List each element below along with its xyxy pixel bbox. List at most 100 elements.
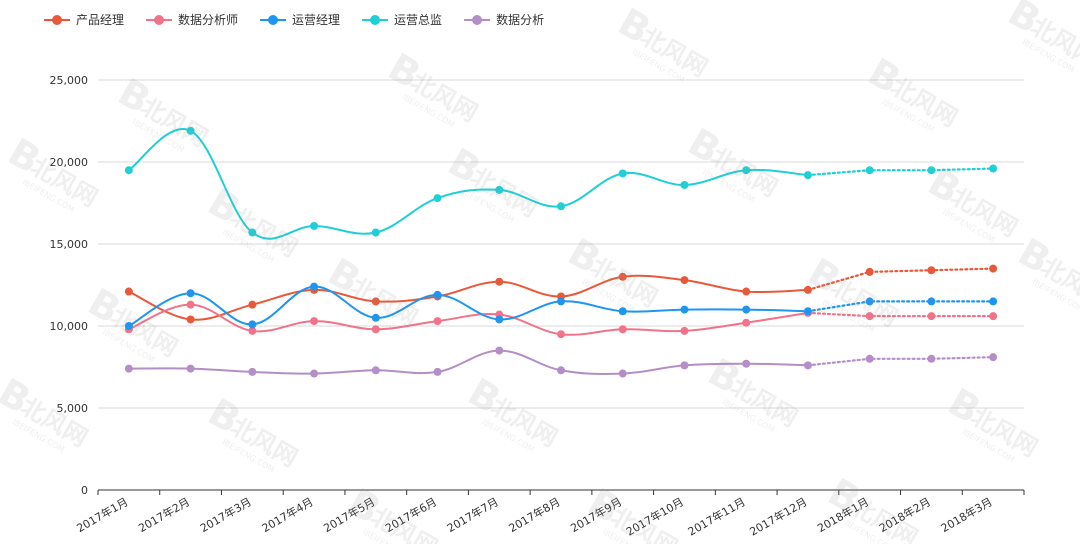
data-point[interactable] [803, 285, 812, 294]
legend-label: 运营经理 [292, 13, 340, 27]
data-point[interactable] [186, 315, 195, 324]
series-forecast-line [806, 167, 995, 177]
data-point[interactable] [989, 312, 998, 321]
data-point[interactable] [310, 369, 319, 378]
series-forecast-line [806, 267, 995, 292]
data-point[interactable] [927, 312, 936, 321]
data-point[interactable] [433, 367, 442, 376]
legend-item-4[interactable]: 数据分析 [464, 12, 544, 27]
data-point[interactable] [680, 305, 689, 314]
data-point[interactable] [495, 346, 504, 355]
series-forecast-line [806, 311, 995, 318]
data-point[interactable] [371, 366, 380, 375]
data-point[interactable] [865, 297, 874, 306]
data-point[interactable] [186, 364, 195, 373]
data-point[interactable] [865, 166, 874, 175]
data-point[interactable] [803, 361, 812, 370]
data-point[interactable] [557, 297, 565, 306]
data-point[interactable] [186, 126, 195, 135]
legend-label: 产品经理 [76, 13, 124, 27]
data-point[interactable] [865, 354, 874, 363]
data-point[interactable] [618, 272, 627, 281]
data-point[interactable] [927, 166, 936, 175]
series-forecast-line [806, 300, 995, 313]
x-tick-label: 2017年12月 [747, 494, 809, 538]
data-point[interactable] [310, 317, 319, 326]
data-point[interactable] [803, 171, 812, 180]
data-point[interactable] [742, 287, 751, 296]
data-point[interactable] [557, 330, 565, 339]
data-point[interactable] [186, 300, 195, 309]
data-point[interactable] [803, 307, 812, 316]
data-point[interactable] [680, 326, 689, 335]
data-point[interactable] [927, 297, 936, 306]
data-point[interactable] [989, 264, 998, 273]
data-point[interactable] [310, 282, 319, 291]
data-point[interactable] [124, 287, 133, 296]
legend-item-2[interactable]: 运营经理 [260, 13, 340, 27]
data-point[interactable] [927, 354, 936, 363]
data-point[interactable] [371, 325, 380, 334]
data-point[interactable] [680, 180, 689, 189]
data-point[interactable] [124, 166, 133, 175]
data-point[interactable] [742, 305, 751, 314]
data-point[interactable] [248, 326, 257, 335]
data-point[interactable] [989, 353, 998, 362]
data-point[interactable] [371, 313, 380, 322]
data-point[interactable] [433, 194, 442, 203]
data-point[interactable] [557, 366, 565, 375]
data-point[interactable] [124, 322, 133, 330]
legend-item-3[interactable]: 运营总监 [362, 13, 442, 27]
data-point[interactable] [618, 369, 627, 378]
data-point[interactable] [989, 297, 998, 306]
data-point[interactable] [865, 267, 874, 276]
x-tick-label: 2017年1月 [74, 494, 130, 535]
legend-label: 数据分析 [496, 12, 544, 27]
legend[interactable]: 产品经理 数据分析师 运营经理 运营总监 数据分析 [44, 12, 544, 27]
data-point[interactable] [865, 312, 874, 321]
data-point[interactable] [989, 164, 998, 173]
data-point[interactable] [742, 318, 751, 327]
legend-item-0[interactable]: 产品经理 [44, 13, 124, 27]
y-tick-labels: 0 5,000 10,000 15,000 20,000 25,000 [50, 74, 89, 497]
data-point[interactable] [371, 228, 380, 237]
data-point[interactable] [186, 289, 195, 298]
data-point[interactable] [495, 185, 504, 194]
data-point[interactable] [433, 317, 442, 326]
data-point[interactable] [248, 320, 257, 329]
legend-marker-icon [472, 15, 483, 25]
data-point[interactable] [433, 290, 442, 299]
data-point[interactable] [124, 364, 133, 373]
legend-item-1[interactable]: 数据分析师 [146, 12, 238, 27]
data-point[interactable] [680, 361, 689, 370]
data-point[interactable] [680, 276, 689, 285]
data-point[interactable] [248, 228, 257, 237]
legend-marker-icon [154, 15, 165, 25]
data-point[interactable] [557, 202, 565, 211]
data-point[interactable] [495, 315, 504, 324]
data-point[interactable] [618, 325, 627, 334]
data-point[interactable] [371, 297, 380, 306]
data-point[interactable] [495, 277, 504, 286]
y-tick-label: 0 [81, 484, 88, 497]
data-point[interactable] [927, 266, 936, 275]
data-point[interactable] [310, 221, 319, 230]
data-point[interactable] [618, 169, 627, 178]
x-tick-label: 2017年8月 [506, 494, 562, 535]
data-point[interactable] [248, 300, 257, 309]
data-point[interactable] [248, 367, 257, 376]
series-lines [124, 126, 998, 378]
data-point[interactable] [742, 166, 751, 175]
x-tick-label: 2017年2月 [136, 494, 192, 535]
data-point[interactable] [742, 359, 751, 368]
data-point[interactable] [618, 307, 627, 316]
